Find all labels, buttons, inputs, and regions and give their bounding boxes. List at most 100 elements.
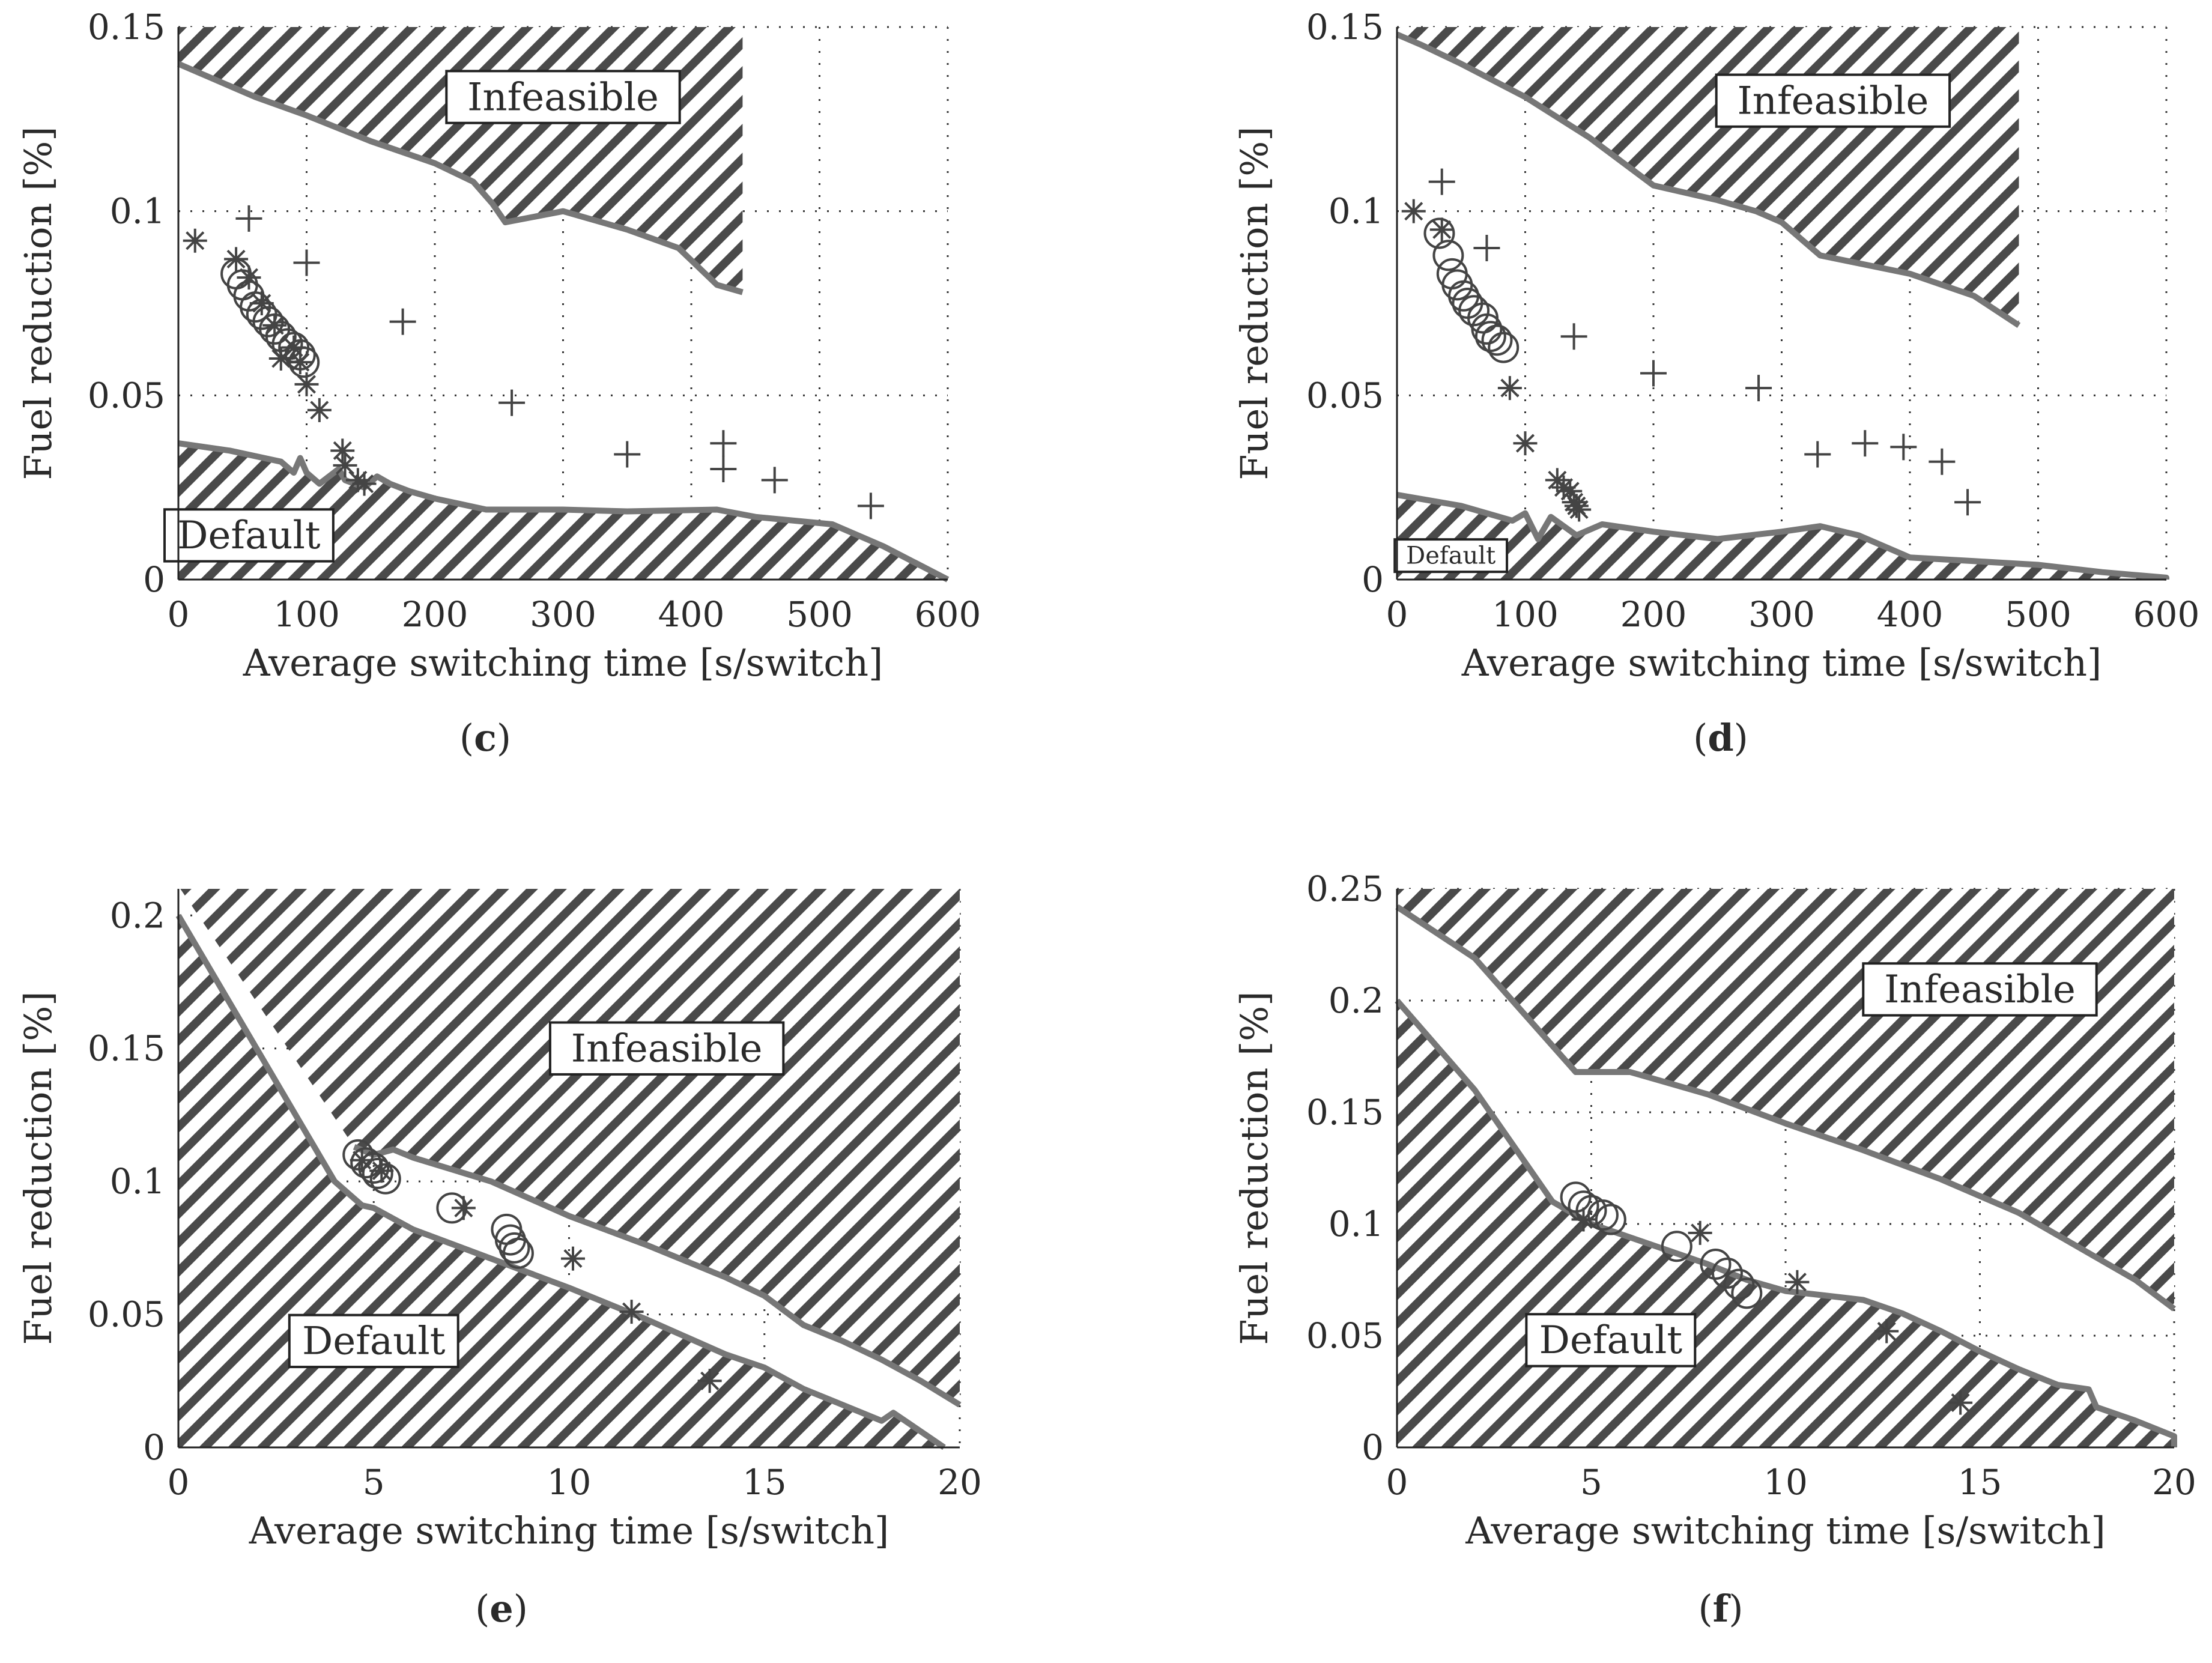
circle-marker [1488, 332, 1520, 363]
y-tick-label: 0.1 [110, 1161, 165, 1202]
circle-marker [1661, 1231, 1692, 1262]
infeasible-label: Infeasible [467, 75, 659, 120]
plus-marker [1428, 168, 1455, 195]
x-tick-label: 0 [168, 1462, 190, 1503]
circle-marker [1471, 313, 1503, 345]
boundary-infeasible [177, 61, 744, 295]
asterisk-marker [1558, 479, 1583, 503]
panel-caption: (c) [459, 716, 511, 760]
asterisk-marker [1785, 1270, 1810, 1294]
plus-marker [1640, 360, 1667, 387]
asterisk-marker [282, 335, 306, 360]
y-tick-label: 0 [143, 559, 165, 600]
y-tick-label: 0.05 [88, 375, 165, 416]
default-label: Default [1539, 1318, 1683, 1363]
y-axis-label: Fuel reduction [%] [1232, 992, 1276, 1345]
x-tick-label: 100 [1492, 594, 1559, 635]
asterisk-marker [1688, 1220, 1712, 1245]
boundary-infeasible [353, 1144, 962, 1408]
x-tick-label: 20 [938, 1462, 982, 1503]
asterisk-marker [1551, 475, 1576, 500]
asterisk-marker [249, 291, 274, 315]
asterisk-marker [294, 372, 319, 396]
infeasible-label-box [445, 70, 681, 124]
asterisk-marker [619, 1300, 644, 1324]
default-label-box [163, 508, 335, 563]
boundary-infeasible [1395, 904, 2176, 1312]
circle-marker [362, 1157, 393, 1189]
infeasible-label-box [1862, 962, 2098, 1017]
y-axis-label: Fuel reduction [%] [16, 127, 60, 480]
default-label: Default [177, 513, 321, 558]
asterisk-marker [352, 471, 377, 496]
circle-marker [502, 1237, 534, 1269]
x-tick-label: 400 [658, 594, 725, 635]
x-tick-label: 200 [402, 594, 468, 635]
x-tick-label: 600 [915, 594, 981, 635]
y-tick-label: 0 [1362, 559, 1384, 600]
x-tick-label: 500 [2005, 594, 2071, 635]
x-tick-label: 20 [2152, 1462, 2196, 1503]
y-tick-label: 0.05 [1306, 375, 1384, 416]
infeasible-label-box [548, 1021, 785, 1076]
circle-marker [1723, 1268, 1755, 1300]
plus-marker [1954, 489, 1981, 516]
asterisk-marker [1401, 199, 1426, 223]
plus-marker [1804, 441, 1831, 468]
y-tick-label: 0 [1362, 1427, 1384, 1468]
infeasible-label: Infeasible [1737, 79, 1929, 123]
asterisk-marker [561, 1246, 586, 1271]
region-infeasible [180, 889, 960, 1405]
circle-marker [1700, 1248, 1732, 1280]
x-tick-label: 300 [530, 594, 596, 635]
asterisk-marker [1948, 1390, 1973, 1415]
boundary-infeasible [1396, 31, 2021, 328]
circle-marker [1423, 217, 1455, 249]
panel-letter: f [1713, 1587, 1731, 1631]
asterisk-marker [183, 228, 207, 253]
plus-marker [498, 389, 526, 416]
panel-f: Infeasible Default 0 5 10 15 20 0 0.05 0.1 0.15 0.2… [1232, 868, 2196, 1631]
default-label-box [288, 1313, 459, 1369]
asterisk-marker [350, 1148, 374, 1172]
x-tick-label: 0 [1386, 1462, 1408, 1503]
panel-letter: c [474, 716, 497, 760]
x-tick-label: 0 [168, 594, 190, 635]
infeasible-label: Infeasible [1884, 968, 2076, 1012]
x-tick-label: 10 [547, 1462, 592, 1503]
circle-marker [1481, 324, 1513, 356]
asterisk-marker [451, 1196, 476, 1220]
region-infeasible [178, 27, 743, 292]
plus-marker [761, 467, 788, 494]
plus-marker [710, 430, 737, 457]
x-tick-label: 0 [1386, 594, 1408, 635]
panel-letter: d [1707, 716, 1733, 760]
asterisk-marker [333, 453, 357, 477]
x-tick-label: 100 [273, 594, 340, 635]
circle-marker [1711, 1257, 1743, 1289]
boundary-default [1396, 491, 2169, 581]
plus-marker [1852, 430, 1879, 457]
panel-caption: (e) [475, 1587, 528, 1631]
circle-marker [350, 1147, 382, 1179]
asterisk-marker [697, 1369, 722, 1393]
x-axis-label: Average switching time [s/switch] [243, 641, 883, 685]
y-axis-label: Fuel reduction [%] [16, 992, 60, 1345]
default-label: Default [302, 1319, 446, 1364]
plus-marker [235, 205, 262, 232]
asterisk-marker [1567, 497, 1592, 522]
asterisk-marker [288, 350, 312, 375]
x-tick-label: 300 [1748, 594, 1815, 635]
plus-marker [1473, 235, 1500, 261]
x-tick-label: 5 [363, 1462, 385, 1503]
x-tick-label: 15 [1958, 1462, 2002, 1503]
plus-marker [389, 308, 416, 335]
circle-marker [369, 1163, 401, 1195]
circle-marker [1731, 1277, 1763, 1309]
y-tick-label: 0.05 [88, 1294, 165, 1335]
x-tick-label: 15 [742, 1462, 787, 1503]
default-label-box [1393, 538, 1509, 574]
asterisk-marker [1513, 431, 1538, 456]
x-axis-label: Average switching time [s/switch] [1461, 641, 2101, 685]
